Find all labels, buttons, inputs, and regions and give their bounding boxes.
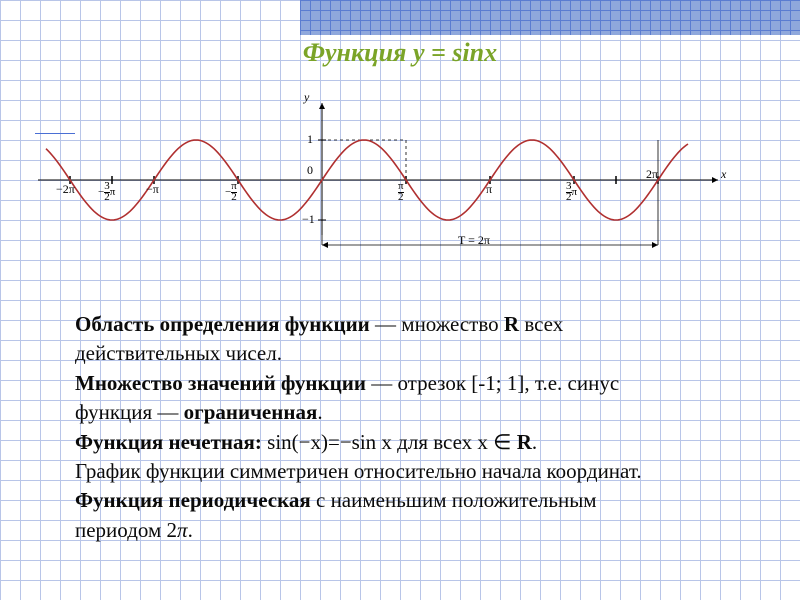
odd-fn-label: Функция нечетная: (75, 430, 262, 454)
period-label: T = 2π (458, 233, 490, 248)
xtick-pi2: π2 (398, 182, 404, 203)
xtick-3pi2: 32π (566, 182, 577, 203)
sine-chart: y x 1 0 −1 −2π −32π −π −π2 π2 π 32π 2π T… (18, 85, 778, 265)
symmetry-line: График функции симметричен относительно … (75, 459, 642, 483)
y-tick-0: 0 (307, 163, 313, 178)
xtick-npi: −π (146, 182, 159, 197)
y-axis-label: y (304, 90, 309, 105)
description-text: Область определения функции — множество … (75, 310, 775, 545)
periodic-label: Функция периодическая (75, 488, 311, 512)
xtick-npi2: −π2 (225, 182, 237, 203)
xtick-n2pi: −2π (56, 182, 75, 197)
xtick-2pi: 2π (646, 167, 658, 182)
y-tick-n1: −1 (302, 212, 315, 227)
page-title: Функция y = sinx (0, 38, 800, 68)
chart-svg (18, 85, 778, 265)
y-tick-1: 1 (307, 132, 313, 147)
x-axis-label: x (721, 167, 726, 182)
line2: действительных чисел. (75, 341, 282, 365)
range-label: Множество значений функции (75, 371, 366, 395)
xtick-n3pi2: −32π (98, 182, 115, 203)
top-bar-decoration (300, 0, 800, 35)
xtick-pi: π (486, 182, 492, 197)
domain-label: Область определения функции (75, 312, 370, 336)
